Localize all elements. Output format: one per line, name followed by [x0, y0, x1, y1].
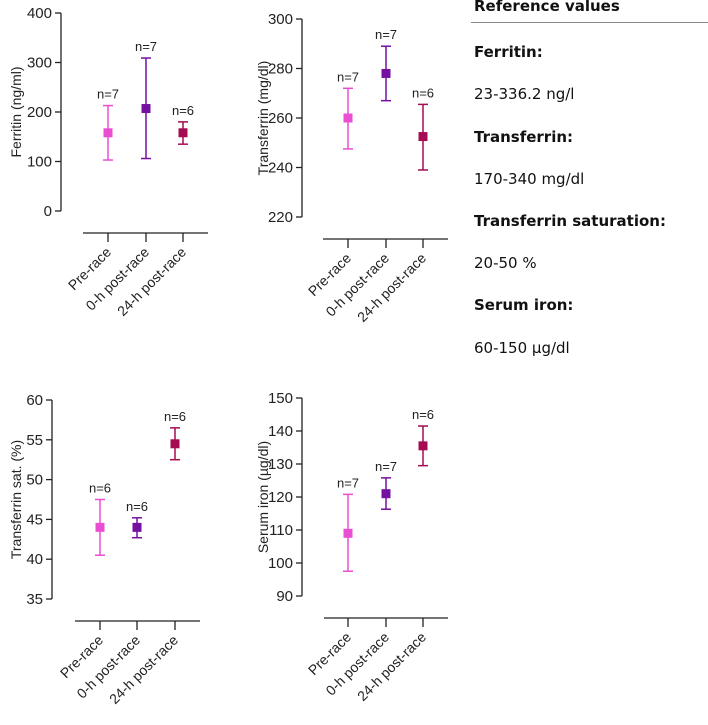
reference-value-saturation: 20-50 %	[474, 254, 537, 272]
x-tick-label: 24-h post-race	[106, 632, 181, 707]
reference-title: Reference values	[474, 0, 620, 15]
divider	[471, 22, 708, 23]
n-label: n=6	[89, 481, 111, 496]
y-axis-title: Transferrin sat. (%)	[8, 440, 24, 559]
data-point	[418, 441, 428, 451]
data-point	[418, 132, 428, 142]
data-point	[381, 68, 391, 78]
y-tick-label: 90	[276, 588, 293, 605]
y-axis-title: Transferrin (mg/dl)	[255, 61, 271, 176]
n-label: n=7	[97, 87, 119, 102]
reference-value-ferritin: 23-336.2 ng/l	[474, 85, 575, 103]
reference-value-transferrin: 170-340 mg/dl	[474, 170, 585, 188]
y-axis-title: Ferritin (ng/ml)	[8, 66, 24, 157]
n-label: n=7	[337, 69, 359, 84]
n-label: n=7	[375, 459, 397, 474]
reference-label-saturation: Transferrin saturation:	[474, 212, 666, 230]
y-tick-label: 260	[268, 110, 293, 127]
y-tick-label: 220	[268, 209, 293, 226]
y-tick-label: 100	[268, 555, 293, 572]
reference-label-ferritin: Ferritin:	[474, 43, 543, 61]
n-label: n=6	[126, 499, 148, 514]
data-point	[178, 128, 188, 138]
y-tick-label: 280	[268, 61, 293, 78]
y-tick-label: 35	[26, 591, 43, 608]
y-axis-title: Serum iron (µg/dl)	[255, 441, 271, 553]
y-tick-label: 40	[26, 551, 43, 568]
reference-label-transferrin: Transferrin:	[474, 128, 574, 146]
y-tick-label: 120	[268, 489, 293, 506]
reference-value-serum-iron: 60-150 µg/dl	[474, 339, 570, 357]
data-point	[141, 104, 151, 114]
y-tick-label: 300	[268, 11, 293, 28]
y-tick-label: 400	[27, 5, 52, 22]
data-point	[343, 113, 353, 123]
y-tick-label: 60	[26, 392, 43, 409]
y-tick-label: 200	[27, 104, 52, 121]
reference-label-serum-iron: Serum iron:	[474, 296, 574, 314]
n-label: n=6	[164, 409, 186, 424]
y-tick-label: 140	[268, 423, 293, 440]
n-label: n=7	[375, 27, 397, 42]
y-tick-label: 50	[26, 472, 43, 489]
data-point	[381, 489, 391, 499]
n-label: n=6	[412, 85, 434, 100]
data-point	[103, 128, 113, 138]
y-tick-label: 150	[268, 390, 293, 407]
y-tick-label: 45	[26, 511, 43, 528]
n-label: n=7	[337, 475, 359, 490]
data-point	[95, 522, 105, 532]
y-tick-label: 55	[26, 432, 43, 449]
data-point	[170, 439, 180, 449]
n-label: n=7	[135, 39, 157, 54]
y-tick-label: 0	[44, 203, 52, 220]
y-tick-label: 110	[269, 522, 293, 539]
data-point	[132, 522, 142, 532]
n-label: n=6	[412, 407, 434, 422]
n-label: n=6	[172, 103, 194, 118]
y-tick-label: 100	[27, 154, 52, 171]
data-point	[343, 528, 353, 538]
y-tick-label: 240	[268, 160, 293, 177]
y-tick-label: 130	[268, 456, 293, 473]
y-tick-label: 300	[27, 55, 52, 72]
